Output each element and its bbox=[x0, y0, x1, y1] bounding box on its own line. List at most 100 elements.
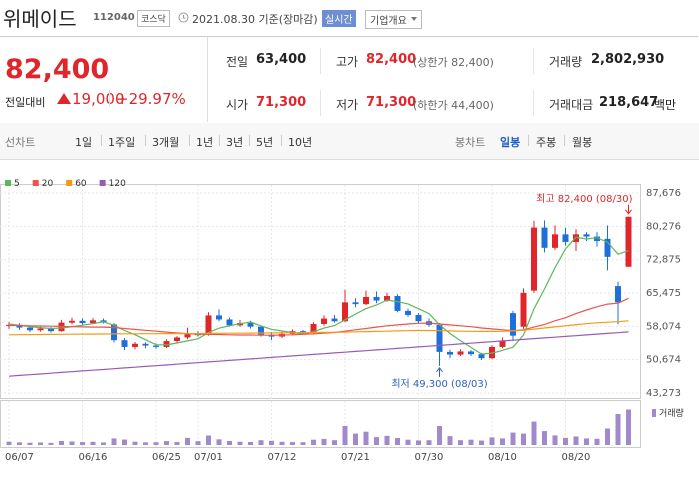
stat-label: 전일 bbox=[226, 55, 249, 69]
legend-swatch bbox=[99, 180, 106, 186]
company-info-text: 기업개요 bbox=[370, 16, 407, 27]
period-tab[interactable]: 10년 bbox=[288, 136, 313, 149]
x-tick-label: 07/01 bbox=[194, 452, 223, 463]
volume-bar bbox=[279, 441, 285, 445]
stat-label: 거래대금 bbox=[549, 98, 594, 112]
stat-value: 82,400 bbox=[366, 52, 417, 67]
volume-bar bbox=[206, 435, 211, 445]
candle-body bbox=[520, 292, 527, 327]
moving-average-line bbox=[8, 331, 629, 377]
legend-label: 5 bbox=[14, 179, 20, 189]
legend-label: 120 bbox=[109, 179, 126, 189]
x-tick-label: 06/25 bbox=[152, 452, 181, 463]
divider bbox=[207, 37, 208, 122]
change: 19,000 bbox=[72, 90, 125, 108]
y-tick-label: 58,074 bbox=[646, 321, 681, 332]
volume-bar bbox=[594, 438, 600, 445]
x-tick-label: 08/20 bbox=[562, 452, 591, 463]
candle-body bbox=[405, 310, 411, 315]
y-tick-label: 65,475 bbox=[646, 288, 681, 299]
volume-bar bbox=[374, 437, 379, 445]
candle-body bbox=[37, 328, 44, 331]
volume-bar bbox=[27, 442, 33, 445]
volume-bar bbox=[38, 442, 43, 445]
candle-body bbox=[394, 296, 401, 311]
volume-bar bbox=[342, 426, 348, 445]
x-tick-label: 07/12 bbox=[268, 452, 297, 463]
stock-code: 112040 bbox=[93, 12, 135, 23]
candle-body bbox=[562, 234, 569, 242]
date: 2021.08.30 기준(장마감) bbox=[192, 13, 318, 26]
candle-body bbox=[415, 314, 422, 322]
candle-tab-active[interactable]: 일봉 bbox=[500, 136, 521, 149]
separator bbox=[101, 135, 102, 146]
candle-body bbox=[184, 333, 191, 338]
y-tick-label: 80,276 bbox=[646, 221, 681, 232]
candle-body bbox=[573, 234, 579, 242]
volume-frame bbox=[0, 400, 641, 448]
stat-note: (상한가 82,400) bbox=[413, 56, 494, 69]
stat-label: 저가 bbox=[336, 98, 359, 112]
volume-bar bbox=[153, 442, 159, 445]
period-tab[interactable]: 5년 bbox=[256, 136, 274, 149]
x-tick-label: 08/10 bbox=[488, 452, 517, 463]
volume-bar bbox=[447, 436, 453, 445]
x-tick-label: 06/16 bbox=[79, 452, 108, 463]
candle-body bbox=[510, 313, 516, 336]
divider bbox=[533, 90, 534, 116]
volume-bar bbox=[510, 432, 516, 445]
volume-bar bbox=[552, 435, 558, 445]
volume-bar bbox=[237, 441, 243, 445]
volume-bar bbox=[500, 438, 505, 445]
realtime-button[interactable]: 실시간 bbox=[322, 10, 356, 27]
volume-bar bbox=[80, 442, 85, 445]
period-tab[interactable]: 1년 bbox=[196, 136, 214, 149]
period-tab[interactable]: 3개월 bbox=[152, 136, 180, 149]
volume-bar bbox=[573, 436, 579, 445]
volume-bar bbox=[111, 438, 117, 445]
candle-body bbox=[16, 324, 23, 328]
price: 82,400 bbox=[5, 54, 110, 85]
candle-body bbox=[321, 318, 327, 324]
period-tab[interactable]: 1주일 bbox=[108, 136, 136, 149]
volume-bar bbox=[90, 441, 96, 445]
change-label: 전일대비 bbox=[5, 96, 46, 109]
volume-bar bbox=[605, 428, 610, 445]
change-rate: +29.97% bbox=[116, 90, 186, 108]
candle-tab[interactable]: 월봉 bbox=[572, 136, 593, 149]
y-tick-label: 87,676 bbox=[646, 188, 681, 199]
plot-frame bbox=[0, 184, 641, 399]
candle-body bbox=[625, 216, 632, 267]
volume-bar bbox=[489, 437, 495, 445]
candle-body bbox=[384, 296, 390, 301]
period-tab[interactable]: 1일 bbox=[75, 136, 93, 149]
company-info-button[interactable]: 기업개요 bbox=[365, 10, 422, 29]
candle-body bbox=[27, 327, 33, 331]
candle-body bbox=[615, 286, 621, 303]
volume-bar bbox=[164, 441, 169, 445]
moving-average-line bbox=[8, 320, 629, 336]
legend-swatch bbox=[32, 180, 39, 186]
stat-unit: 백만 bbox=[654, 98, 677, 112]
volume-bar bbox=[101, 442, 106, 445]
volume-bar bbox=[48, 442, 54, 445]
annotation-low: 최저 49,300 (08/03) bbox=[391, 378, 487, 390]
period-tab[interactable]: 3년 bbox=[226, 136, 244, 149]
volume-bar bbox=[174, 441, 180, 445]
volume-bar bbox=[143, 442, 148, 445]
separator bbox=[564, 135, 565, 146]
volume-bar bbox=[59, 440, 64, 445]
volume-bar bbox=[468, 439, 474, 445]
candle-body bbox=[457, 351, 464, 355]
stat-label: 거래량 bbox=[549, 55, 583, 69]
volume-bar bbox=[248, 441, 253, 445]
volume-bar bbox=[300, 442, 306, 445]
separator bbox=[528, 135, 529, 146]
volume-bar bbox=[269, 440, 274, 445]
candle-tab[interactable]: 주봉 bbox=[536, 136, 557, 149]
separator bbox=[145, 135, 146, 146]
candle-body bbox=[121, 340, 128, 347]
candle-body bbox=[552, 234, 558, 248]
up-arrow bbox=[57, 93, 71, 104]
candle-body bbox=[205, 315, 212, 334]
